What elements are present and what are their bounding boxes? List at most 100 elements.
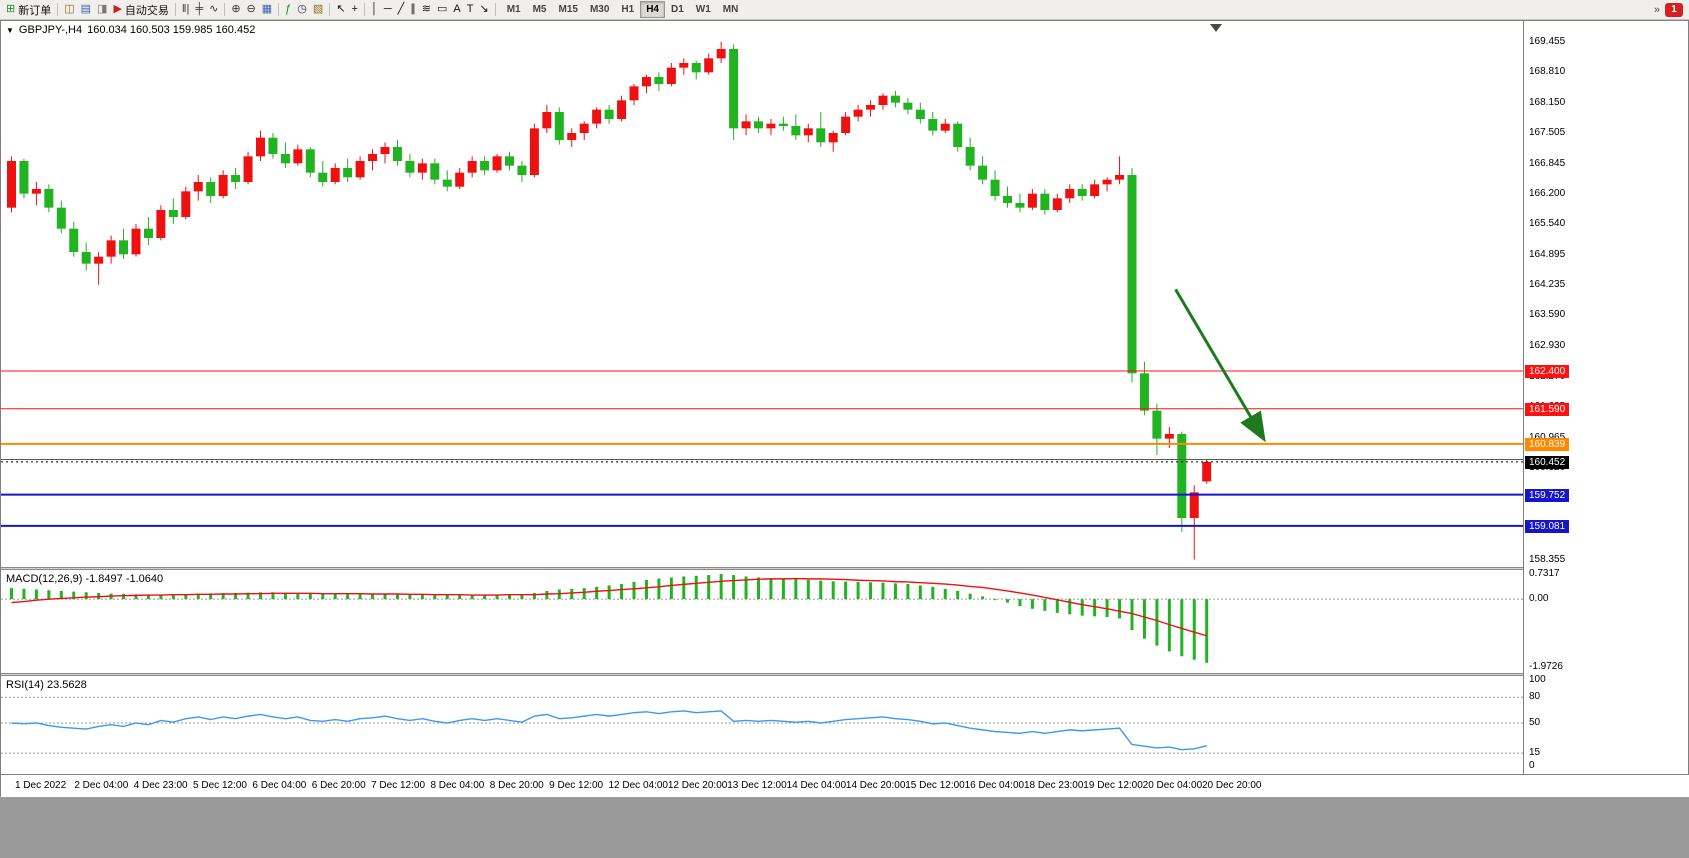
panel-separator[interactable] [1,673,1688,676]
channel-icon: ∥ [410,3,416,15]
timeframe-m5[interactable]: M5 [532,4,547,15]
main-price-chart[interactable] [1,21,1523,567]
macd-panel[interactable] [1,570,1523,673]
new-order-button-label: 新订单 [18,4,52,17]
toolbar-separator [363,3,365,16]
new-order-button[interactable]: ⊞ 新订单 [3,1,54,18]
crosshair-icon[interactable]: + [349,1,361,18]
autotrading-button[interactable]: ▶ 自动交易 [110,1,171,18]
timeframe-w1[interactable]: W1 [695,4,711,15]
bar-chart-icon[interactable]: ‖| [179,1,192,18]
new-chart-icon[interactable]: ◫ [61,1,77,18]
indicators-icon: ƒ [285,3,292,15]
rsi-line [11,710,1207,751]
horizontal-line-icon[interactable]: ─ [381,1,395,18]
price-axis[interactable]: 169.455 168.810 168.150 167.505 166.845 166.2… [1523,21,1688,774]
macd-tick-label: -1.9726 [1529,661,1563,672]
toolbar-separator [494,3,496,16]
time-label: 8 Dec 04:00 [430,780,485,791]
rsi-panel[interactable] [1,676,1523,771]
candlestick-chart-icon: ╪ [195,3,204,15]
indicators-icon[interactable]: ƒ [282,1,294,18]
fibonacci-icon[interactable]: ≋ [419,1,434,18]
channel-icon[interactable]: ∥ [407,1,419,18]
time-axis[interactable]: 1 Dec 2022 2 Dec 04:00 4 Dec 23:00 5 Dec 12… [1,774,1689,797]
horizontal-line-icon: ─ [383,3,392,15]
chart-symbol-period: GBPJPY-,H4 [18,24,83,36]
zoom-in-icon: ⊕ [231,3,241,15]
timeframe-mn[interactable]: MN [722,4,739,15]
time-label: 14 Dec 20:00 [845,780,906,791]
timeframe-d1[interactable]: D1 [671,4,684,15]
toolbar-right: » 1 [1653,2,1686,17]
shift-marker-icon[interactable] [1210,24,1222,32]
zoom-out-icon[interactable]: ⊖ [244,1,259,18]
scroll-chart-icon[interactable]: » [1653,3,1660,16]
price-tick-label: 168.150 [1529,96,1566,108]
price-badge: 161.590 [1525,402,1570,416]
timeframe-m15[interactable]: M15 [558,4,578,15]
time-label: 15 Dec 12:00 [905,780,965,791]
time-label: 1 Dec 2022 [15,780,67,791]
time-label: 13 Dec 12:00 [727,780,787,791]
price-badge: 159.752 [1525,488,1570,502]
autotrading-button-label: 自动交易 [124,4,169,17]
arrows-icon: ↘ [479,3,489,15]
time-label: 4 Dec 23:00 [133,780,188,791]
macd-histogram [10,574,1209,663]
candlestick-chart-icon[interactable]: ╪ [192,1,206,18]
timeframes-icon[interactable]: ◷ [294,1,310,18]
chart-ohlc-values: 160.034 160.503 159.985 160.452 [87,24,256,36]
text-label-icon[interactable]: T [464,1,477,18]
shapes-icon[interactable]: ▭ [434,1,450,18]
tile-windows-icon[interactable]: ▦ [259,1,275,18]
vertical-line-icon: │ [370,3,378,15]
rsi-tick-label: 0 [1529,760,1535,771]
vertical-line-icon[interactable]: │ [368,1,381,18]
toolbar-separator [57,3,59,16]
macd-tick-label: 0.7317 [1529,568,1560,579]
price-tick-label: 162.930 [1529,340,1566,352]
timeframe-m1[interactable]: M1 [506,4,521,15]
timeframes-icon: ◷ [297,3,307,15]
price-tick-label: 160.965 [1529,432,1565,444]
trendline-icon[interactable]: ╱ [395,1,408,18]
price-tick-label: 165.540 [1529,218,1566,230]
panel-separator[interactable] [1,567,1688,570]
rsi-label: RSI(14) 23.5628 [6,679,87,691]
time-label: 16 Dec 04:00 [964,780,1025,791]
text-label-icon: T [466,3,474,15]
current-price-badge: 160.452 [1525,455,1570,469]
toolbar-separator [174,3,176,16]
timeframe-h1[interactable]: H1 [621,4,635,15]
templates-icon: ▧ [312,3,324,15]
timeframe-m30[interactable]: M30 [589,4,610,15]
macd-signal-line [11,577,1207,637]
trendline-icon: ╱ [397,3,405,15]
price-badge: 160.839 [1525,437,1570,451]
line-chart-icon[interactable]: ∿ [206,1,221,18]
toolbar-separator [329,3,331,16]
rsi-tick-label: 15 [1529,747,1541,759]
time-label: 8 Dec 20:00 [489,780,544,791]
time-label: 12 Dec 04:00 [608,780,669,791]
footer-strip [0,797,1689,858]
notification-badge[interactable]: 1 [1665,2,1683,17]
fibonacci-icon: ≋ [421,3,431,15]
data-window-icon[interactable]: ◨ [94,1,110,18]
profiles-icon[interactable]: ▤ [78,1,94,18]
arrows-icon[interactable]: ↘ [476,1,491,18]
trend-arrow[interactable] [1174,288,1266,443]
candles [7,42,1212,560]
collapse-triangle-icon[interactable]: ▼ [6,25,14,35]
autotrading-button: ▶ [113,3,122,15]
price-badge: 162.400 [1525,365,1570,378]
timeframe-h4[interactable]: H4 [640,1,665,18]
zoom-in-icon[interactable]: ⊕ [228,1,243,18]
profiles-icon: ▤ [80,3,92,15]
cursor-icon[interactable]: ↖ [333,1,348,18]
rsi-tick-label: 100 [1529,674,1546,685]
time-label: 2 Dec 04:00 [74,780,129,791]
templates-icon[interactable]: ▧ [310,1,326,18]
text-icon[interactable]: A [450,1,463,18]
